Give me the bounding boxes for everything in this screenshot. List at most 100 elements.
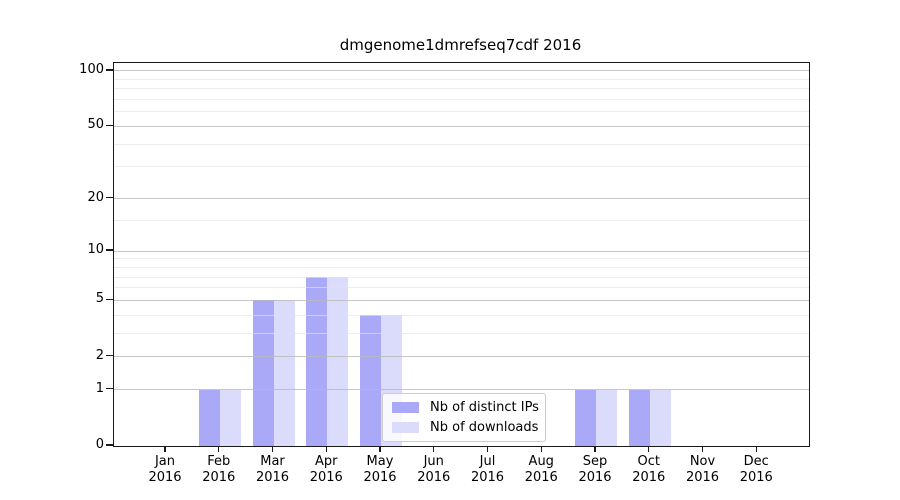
y-tick-label-2: 2	[95, 347, 104, 363]
x-tick-label-aug-2016: Aug 2016	[501, 454, 581, 486]
y-tick-mark-0	[106, 444, 113, 446]
x-tick-label-line: 2016	[417, 470, 451, 485]
gridline-y-3	[114, 332, 809, 334]
x-tick-label-may-2016: May 2016	[340, 454, 420, 486]
legend-item-downloads: Nb of downloads	[392, 420, 539, 435]
legend-swatch-distinct-ips	[392, 402, 419, 413]
x-tick-label-line: 2016	[632, 470, 666, 485]
x-tick-mark-11	[755, 446, 757, 452]
x-tick-label-line: Jun	[423, 454, 444, 469]
gridline-y-30	[114, 166, 809, 168]
gridline-y-70	[114, 99, 809, 101]
bar-nb-of-distinct-ips-may-2016	[360, 315, 381, 446]
gridline-y-5	[114, 299, 809, 301]
gridline-y-9	[114, 258, 809, 260]
x-tick-label-line: Aug	[528, 454, 554, 469]
x-tick-label-apr-2016: Apr 2016	[286, 454, 366, 486]
x-tick-label-line: 2016	[739, 470, 773, 485]
x-tick-label-line: 2016	[363, 470, 397, 485]
x-tick-label-line: Nov	[689, 454, 716, 469]
gridline-y-4	[114, 314, 809, 316]
x-tick-mark-5	[433, 446, 435, 452]
gridline-y-10	[114, 250, 809, 252]
bar-nb-of-distinct-ips-mar-2016	[252, 300, 274, 446]
bar-nb-of-downloads-sep-2016	[596, 389, 617, 446]
x-tick-label-line: Dec	[743, 454, 769, 469]
x-tick-label-jan-2016: Jan 2016	[125, 454, 205, 486]
gridline-y-6	[114, 287, 809, 289]
x-tick-label-line: Oct	[637, 454, 660, 469]
gridline-y-90	[114, 78, 809, 80]
x-tick-mark-2	[271, 446, 274, 452]
x-tick-label-sep-2016: Sep 2016	[555, 454, 635, 486]
y-tick-label-10: 10	[87, 242, 104, 258]
chart-title: dmgenome1dmrefseq7cdf 2016	[339, 36, 582, 54]
x-tick-label-nov-2016: Nov 2016	[663, 454, 743, 486]
bar-nb-of-downloads-apr-2016	[327, 277, 349, 446]
x-tick-label-line: Sep	[582, 454, 608, 469]
x-tick-label-line: Jul	[479, 454, 496, 469]
gridline-y-40	[114, 143, 809, 145]
legend-item-distinct-ips: Nb of distinct IPs	[392, 400, 539, 415]
gridline-y-50	[114, 125, 809, 127]
bar-nb-of-downloads-oct-2016	[649, 389, 671, 446]
x-tick-label-line: May	[366, 454, 394, 469]
legend-swatch-downloads	[392, 422, 419, 433]
y-tick-label-5: 5	[95, 291, 104, 307]
x-tick-label-line: 2016	[255, 470, 290, 485]
x-tick-label-mar-2016: Mar 2016	[233, 454, 313, 486]
x-tick-mark-6	[486, 446, 489, 452]
x-tick-mark-3	[325, 446, 327, 452]
bar-nb-of-distinct-ips-sep-2016	[575, 389, 596, 446]
y-tick-label-100: 100	[79, 61, 104, 77]
plot-area: Nb of distinct IPs Nb of downloads	[113, 62, 810, 447]
bar-nb-of-downloads-mar-2016	[273, 300, 295, 446]
bar-nb-of-downloads-feb-2016	[219, 389, 241, 446]
gridline-y-15	[114, 220, 809, 222]
gridline-y-20	[114, 198, 809, 200]
y-tick-mark-10	[106, 249, 113, 251]
x-tick-label-line: 2016	[309, 470, 343, 485]
x-tick-label-feb-2016: Feb 2016	[179, 454, 259, 486]
y-tick-mark-2	[106, 355, 113, 357]
x-tick-label-line: 2016	[470, 470, 505, 485]
x-tick-label-line: Apr	[315, 454, 338, 469]
y-tick-label-20: 20	[87, 189, 104, 205]
x-tick-label-line: 2016	[685, 470, 720, 485]
gridline-y-80	[114, 88, 809, 90]
x-tick-mark-4	[379, 446, 381, 452]
bar-nb-of-distinct-ips-feb-2016	[198, 389, 220, 446]
x-tick-label-line: 2016	[578, 470, 612, 485]
y-tick-mark-100	[106, 69, 113, 71]
y-tick-label-1: 1	[95, 380, 104, 396]
y-tick-label-50: 50	[87, 117, 104, 133]
x-tick-label-line: 2016	[524, 470, 558, 485]
x-tick-mark-1	[218, 446, 220, 452]
legend-label-downloads: Nb of downloads	[430, 420, 539, 435]
legend: Nb of distinct IPs Nb of downloads	[382, 393, 546, 442]
x-tick-label-line: Mar	[260, 454, 285, 469]
gridline-y-8	[114, 266, 809, 268]
x-tick-label-line: Jan	[154, 454, 176, 469]
x-tick-label-line: Feb	[207, 454, 231, 469]
x-tick-mark-7	[540, 446, 542, 452]
x-tick-label-dec-2016: Dec 2016	[716, 454, 796, 486]
x-tick-label-oct-2016: Oct 2016	[609, 454, 689, 486]
gridline-y-60	[114, 111, 809, 113]
gridline-y-2	[114, 356, 809, 358]
bar-nb-of-distinct-ips-apr-2016	[306, 277, 328, 446]
x-tick-mark-9	[648, 446, 650, 452]
y-tick-label-0: 0	[95, 437, 104, 452]
legend-label-distinct-ips: Nb of distinct IPs	[430, 400, 539, 415]
x-tick-mark-10	[701, 446, 704, 452]
x-tick-label-line: 2016	[148, 470, 182, 485]
x-tick-label-jul-2016: Jul 2016	[448, 454, 528, 486]
x-tick-mark-8	[594, 446, 596, 452]
x-tick-mark-0	[164, 446, 166, 452]
x-tick-label-line: 2016	[202, 470, 236, 485]
gridline-y-100	[114, 70, 809, 72]
gridline-y-7	[114, 276, 809, 278]
y-tick-mark-1	[106, 387, 113, 390]
y-tick-mark-50	[106, 124, 113, 127]
